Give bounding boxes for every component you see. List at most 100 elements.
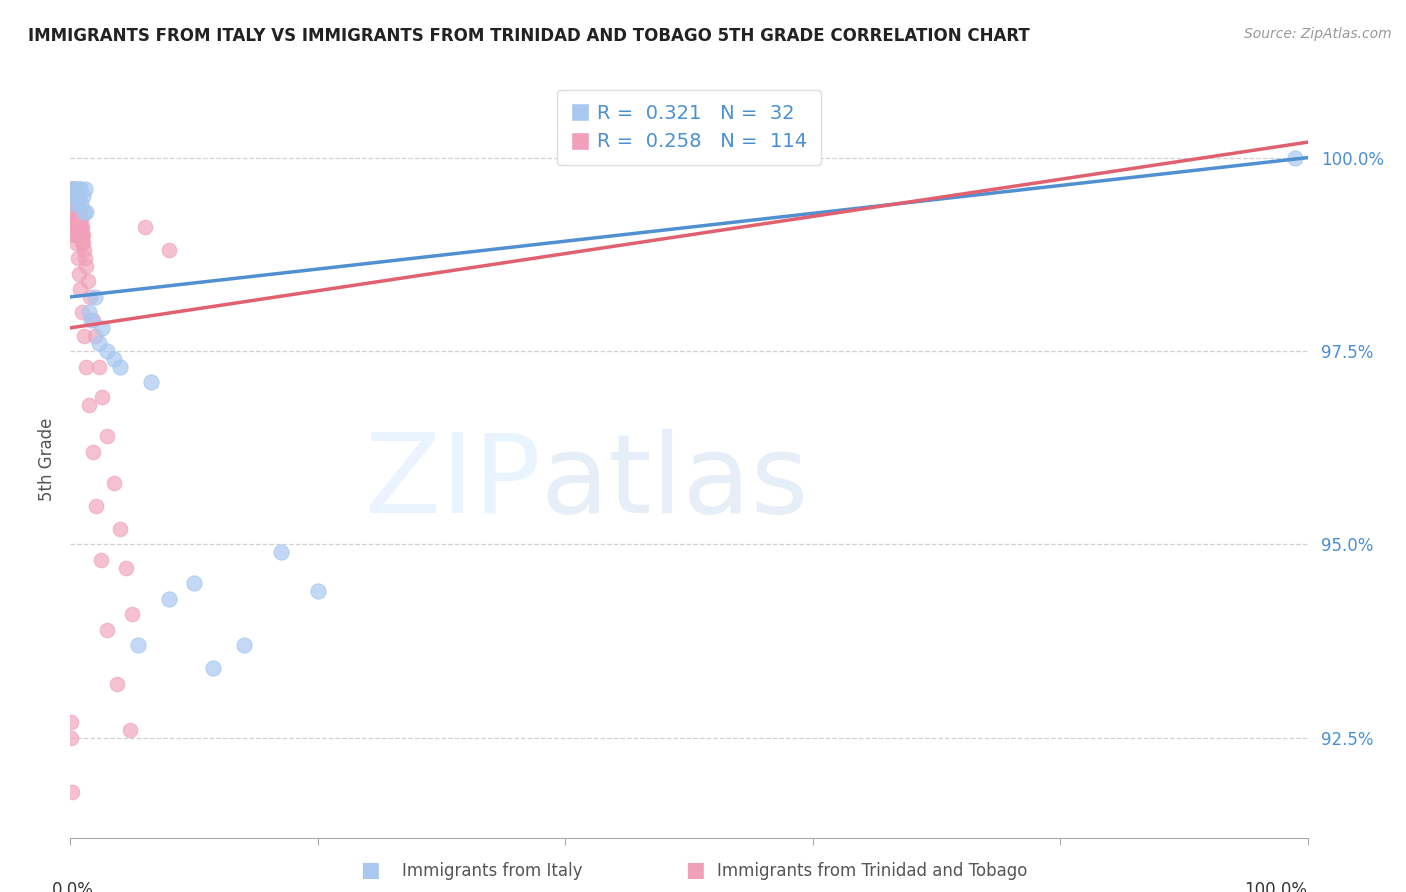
Point [77, 305, 100, 319]
Point [66, 227, 89, 242]
Text: IMMIGRANTS FROM ITALY VS IMMIGRANTS FROM TRINIDAD AND TOBAGO 5TH GRADE CORRELATI: IMMIGRANTS FROM ITALY VS IMMIGRANTS FROM… [28, 27, 1029, 45]
Point [69, 282, 91, 296]
Point [62, 204, 84, 219]
Point [84, 290, 107, 304]
Point [91, 391, 114, 405]
Point [62, 204, 84, 219]
Point [70, 212, 93, 227]
Point [201, 661, 224, 675]
Point [232, 638, 254, 652]
Point [70, 197, 93, 211]
Point [65, 212, 87, 227]
Text: ■: ■ [685, 861, 704, 880]
Point [65, 204, 87, 219]
Point [63, 197, 86, 211]
Point [67, 267, 90, 281]
Point [75, 204, 97, 219]
Text: 100.0%: 100.0% [1244, 881, 1308, 892]
Point [63, 189, 86, 203]
Point [60, 189, 83, 203]
Point [82, 444, 104, 458]
Point [59, 715, 82, 730]
Point [63, 204, 86, 219]
Point [121, 607, 143, 621]
Point [66, 181, 89, 195]
Point [62, 181, 84, 195]
Point [70, 305, 93, 319]
Point [66, 189, 89, 203]
Point [67, 189, 90, 203]
Point [157, 591, 180, 606]
Point [62, 197, 84, 211]
Point [90, 553, 112, 567]
Point [60, 181, 83, 195]
Point [66, 204, 89, 219]
Point [76, 275, 98, 289]
Point [84, 328, 107, 343]
Point [65, 181, 87, 195]
Point [63, 212, 86, 227]
Point [63, 197, 86, 211]
Point [60, 189, 83, 203]
Point [60, 197, 83, 211]
Point [66, 212, 89, 227]
Point [60, 204, 83, 219]
Point [66, 189, 89, 203]
Point [65, 204, 87, 219]
Point [60, 197, 83, 211]
Point [1284, 151, 1306, 165]
Text: ■: ■ [360, 861, 380, 880]
Point [60, 181, 83, 195]
Point [62, 212, 84, 227]
Point [80, 313, 103, 327]
Point [60, 204, 83, 219]
Point [75, 181, 97, 195]
Point [73, 204, 96, 219]
Point [62, 212, 84, 227]
Point [134, 220, 156, 235]
Point [60, 197, 83, 211]
Point [62, 197, 84, 211]
Point [115, 560, 138, 574]
Point [63, 212, 86, 227]
Text: Source: ZipAtlas.com: Source: ZipAtlas.com [1244, 27, 1392, 41]
Point [65, 197, 87, 211]
Point [60, 731, 83, 745]
Point [70, 227, 93, 242]
Point [70, 220, 93, 235]
Point [65, 189, 87, 203]
Point [62, 197, 84, 211]
Point [65, 235, 87, 250]
Point [157, 244, 180, 258]
Point [67, 204, 90, 219]
Point [65, 212, 87, 227]
Point [70, 235, 93, 250]
Point [72, 227, 94, 242]
Point [75, 359, 97, 374]
Point [79, 290, 101, 304]
Point [62, 212, 84, 227]
Point [62, 197, 84, 211]
Point [91, 321, 114, 335]
Point [69, 227, 91, 242]
Point [66, 197, 89, 211]
Text: Immigrants from Trinidad and Tobago: Immigrants from Trinidad and Tobago [717, 863, 1026, 880]
Point [108, 522, 131, 536]
Point [65, 189, 87, 203]
Point [62, 189, 84, 203]
Point [139, 375, 162, 389]
Point [75, 251, 97, 265]
Point [183, 576, 205, 591]
Point [103, 475, 125, 490]
Point [69, 204, 91, 219]
Point [63, 220, 86, 235]
Point [62, 181, 84, 195]
Point [67, 212, 90, 227]
Point [307, 583, 329, 598]
Point [103, 351, 125, 366]
Point [105, 677, 128, 691]
Text: 0.0%: 0.0% [52, 881, 94, 892]
Point [65, 197, 87, 211]
Point [67, 220, 90, 235]
Text: ZIP: ZIP [364, 429, 540, 535]
